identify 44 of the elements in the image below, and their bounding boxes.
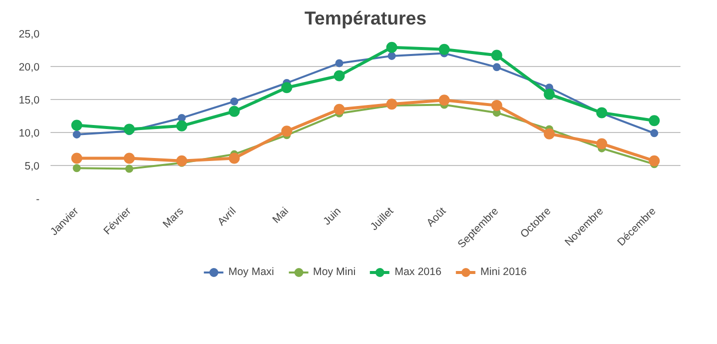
point bbox=[176, 120, 188, 132]
point bbox=[648, 115, 660, 126]
chart-title: Températures bbox=[304, 8, 427, 28]
point bbox=[72, 130, 81, 138]
point bbox=[491, 100, 502, 111]
point bbox=[438, 94, 450, 106]
y-tick-label: 10,0 bbox=[18, 128, 40, 140]
legend-label: Moy Maxi bbox=[228, 266, 274, 278]
point bbox=[544, 128, 555, 140]
point bbox=[230, 97, 238, 106]
point bbox=[125, 164, 134, 173]
point bbox=[491, 50, 502, 61]
point bbox=[334, 70, 345, 82]
point bbox=[228, 106, 240, 117]
legend-label: Max 2016 bbox=[394, 266, 442, 278]
point bbox=[72, 164, 81, 172]
point bbox=[438, 44, 450, 55]
point bbox=[650, 129, 658, 138]
point bbox=[124, 152, 135, 164]
point bbox=[386, 98, 398, 110]
legend-label: Moy Mini bbox=[312, 266, 356, 278]
point bbox=[335, 59, 344, 68]
point bbox=[596, 138, 608, 150]
point bbox=[176, 155, 188, 166]
point bbox=[71, 152, 82, 164]
legend-label: Mini 2016 bbox=[480, 266, 527, 278]
y-tick-label: 25,0 bbox=[18, 28, 40, 40]
point bbox=[544, 88, 555, 100]
x-tick-label: Mai bbox=[270, 205, 291, 226]
point bbox=[388, 52, 396, 60]
y-tick-label: 5,0 bbox=[24, 160, 40, 172]
y-tick-label: 20,0 bbox=[18, 62, 40, 74]
point bbox=[648, 155, 660, 166]
y-tick-label: - bbox=[36, 194, 40, 206]
x-tick-label: Juin bbox=[321, 205, 344, 228]
point bbox=[386, 42, 398, 53]
point bbox=[228, 152, 240, 164]
point bbox=[281, 82, 292, 94]
point bbox=[281, 126, 292, 137]
point bbox=[492, 63, 501, 72]
y-tick-label: 15,0 bbox=[18, 94, 40, 106]
point bbox=[71, 120, 82, 131]
point bbox=[334, 104, 345, 115]
point bbox=[124, 124, 135, 135]
